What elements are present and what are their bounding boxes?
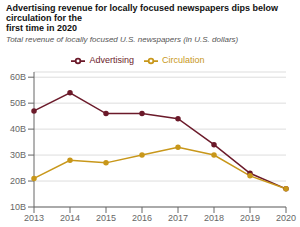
svg-text:2019: 2019 <box>240 213 260 223</box>
svg-text:2018: 2018 <box>204 213 224 223</box>
svg-text:30B: 30B <box>10 150 26 160</box>
svg-text:10B: 10B <box>10 202 26 212</box>
svg-text:2016: 2016 <box>132 213 152 223</box>
svg-text:40B: 40B <box>10 124 26 134</box>
svg-text:60B: 60B <box>10 72 26 82</box>
html-text:first time in 2020: first time in 2020 <box>6 23 77 33</box>
svg-text:50B: 50B <box>10 98 26 108</box>
html-text:Advertising: Advertising <box>89 55 134 66</box>
html-text:Total revenue of locally focus: Total revenue of locally focused U.S. ne… <box>6 35 239 44</box>
svg-text:2017: 2017 <box>168 213 188 223</box>
svg-text:20B: 20B <box>10 176 26 186</box>
html-text:Circulation: Circulation <box>162 55 205 66</box>
svg-text:2020: 2020 <box>276 213 292 223</box>
html-text:Advertising revenue for locall: Advertising revenue for locally focused … <box>6 3 279 23</box>
svg-text:2014: 2014 <box>60 213 80 223</box>
svg-text:2015: 2015 <box>96 213 116 223</box>
svg-text:2013: 2013 <box>24 213 44 223</box>
